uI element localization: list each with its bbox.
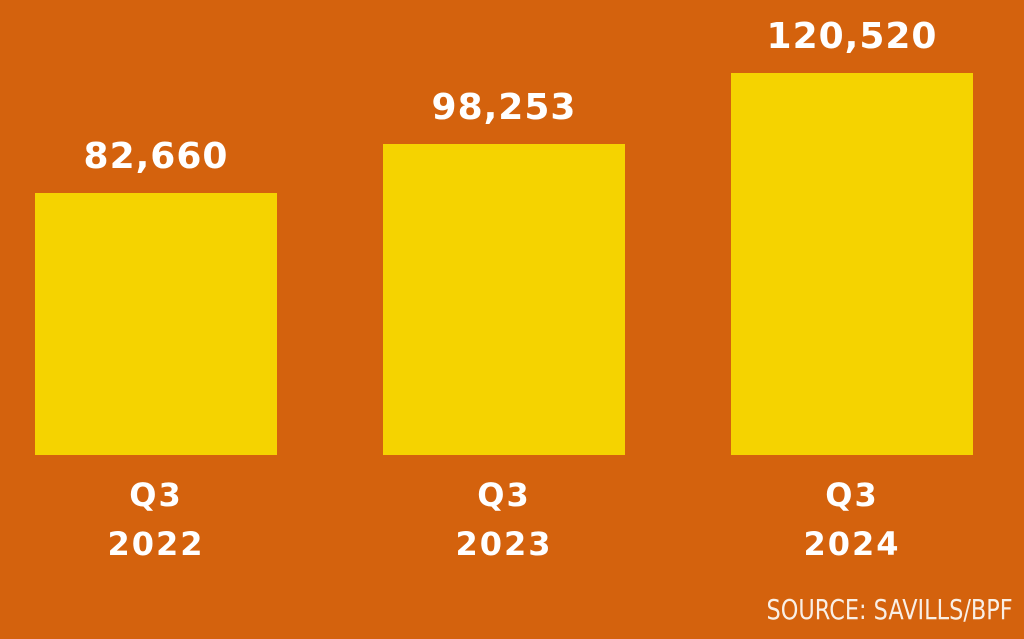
category-label-q3-2023: Q3 2023 xyxy=(383,471,625,569)
value-label-q3-2023: 98,253 xyxy=(431,87,577,128)
category-label-q3-2024: Q3 2024 xyxy=(731,471,973,569)
bar-q3-2022 xyxy=(35,193,277,455)
category-year: 2022 xyxy=(107,525,205,563)
bar-group-q3-2024: 120,520 xyxy=(731,16,973,455)
value-label-q3-2024: 120,520 xyxy=(766,16,938,57)
category-quarter: Q3 xyxy=(129,476,183,514)
category-label-q3-2022: Q3 2022 xyxy=(35,471,277,569)
bar-group-q3-2023: 98,253 xyxy=(383,87,625,455)
category-quarter: Q3 xyxy=(477,476,531,514)
bar-q3-2023 xyxy=(383,144,625,455)
bar-group-q3-2022: 82,660 xyxy=(35,136,277,455)
value-label-q3-2022: 82,660 xyxy=(83,136,229,177)
source-credit: SOURCE: SAVILLS/BPF xyxy=(766,593,1013,626)
category-quarter: Q3 xyxy=(825,476,879,514)
category-year: 2024 xyxy=(803,525,901,563)
bar-q3-2024 xyxy=(731,73,973,455)
category-year: 2023 xyxy=(455,525,553,563)
